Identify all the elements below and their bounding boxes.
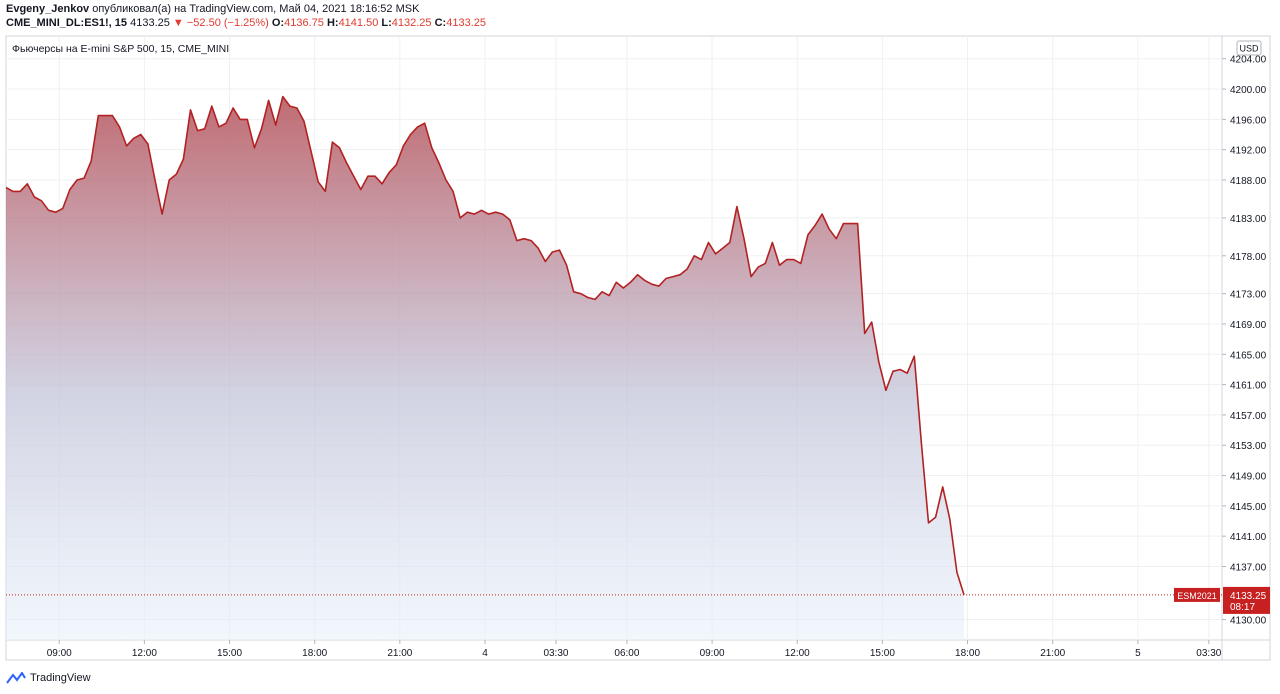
footer-brand[interactable]: TradingView	[6, 672, 91, 684]
symbol-legend: CME_MINI_DL:ES1!, 15 4133.25 ▼ −52.50 (−…	[6, 17, 486, 29]
y-tick-label: 4153.00	[1230, 441, 1267, 452]
publish-info: Evgeny_Jenkov опубликовал(а) на TradingV…	[6, 3, 419, 15]
y-tick-label: 4130.00	[1230, 616, 1267, 627]
x-tick-label: 03:30	[1196, 648, 1221, 659]
price-change: −52.50 (−1.25%)	[186, 17, 269, 29]
chart-title: Фьючерсы на E-mini S&P 500, 15, CME_MINI	[12, 43, 229, 55]
high-value: 4141.50	[338, 17, 379, 29]
price-badge-value: 4133.25	[1230, 591, 1267, 602]
x-tick-label: 21:00	[1040, 648, 1065, 659]
y-tick-label: 4196.00	[1230, 115, 1267, 126]
series-line[interactable]	[5, 95, 965, 596]
y-tick-label: 4157.00	[1230, 411, 1267, 422]
y-tick-label: 4141.00	[1230, 532, 1267, 543]
x-tick-label: 09:00	[700, 648, 725, 659]
y-tick-label: 4178.00	[1230, 252, 1267, 263]
contract-badge	[1174, 587, 1220, 602]
close-label: C:	[434, 17, 447, 29]
symbol-name: CME_MINI_DL:ES1!, 15	[6, 17, 128, 29]
y-tick-label: 4173.00	[1230, 290, 1267, 301]
close-value: 4133.25	[446, 17, 486, 29]
published-text: опубликовал(а) на TradingView.com, Май 0…	[92, 3, 420, 15]
x-tick-label: 5	[1135, 648, 1141, 659]
x-tick-label: 12:00	[785, 648, 810, 659]
y-tick-label: 4188.00	[1230, 176, 1267, 187]
x-tick-label: 03:30	[543, 648, 568, 659]
author-name[interactable]: Evgeny_Jenkov	[6, 3, 90, 15]
tradingview-logo-icon	[6, 672, 26, 684]
y-tick-label: 4183.00	[1230, 214, 1267, 225]
currency-badge-label: USD	[1239, 44, 1259, 54]
x-tick-label: 18:00	[302, 648, 327, 659]
y-tick-label: 4137.00	[1230, 562, 1267, 573]
change-down-icon: ▼	[172, 17, 184, 29]
y-tick-label: 4161.00	[1230, 381, 1267, 392]
x-tick-label: 15:00	[217, 648, 242, 659]
low-value: 4132.25	[391, 17, 432, 29]
footer-brand-label: TradingView	[30, 672, 91, 684]
x-tick-label: 06:00	[614, 648, 639, 659]
open-value: 4136.75	[284, 17, 324, 29]
x-tick-label: 15:00	[870, 648, 895, 659]
y-tick-label: 4169.00	[1230, 320, 1267, 331]
x-tick-label: 4	[482, 648, 488, 659]
contract-badge-label: ESM2021	[1177, 591, 1217, 601]
x-tick-label: 21:00	[387, 648, 412, 659]
y-tick-label: 4200.00	[1230, 85, 1267, 96]
y-tick-label: 4165.00	[1230, 350, 1267, 361]
low-label: L:	[381, 17, 392, 29]
y-tick-label: 4192.00	[1230, 146, 1267, 157]
y-tick-label: 4145.00	[1230, 502, 1267, 513]
x-tick-label: 12:00	[132, 648, 157, 659]
y-tick-label: 4204.00	[1230, 55, 1267, 66]
price-badge-countdown: 08:17	[1230, 602, 1255, 613]
y-tick-label: 4149.00	[1230, 472, 1267, 483]
price-badge	[1223, 586, 1270, 614]
x-tick-label: 18:00	[955, 648, 980, 659]
high-label: H:	[326, 17, 339, 29]
x-tick-label: 09:00	[47, 648, 72, 659]
last-price: 4133.25	[130, 17, 170, 29]
series-area	[6, 96, 964, 641]
open-label: O:	[271, 17, 285, 29]
currency-badge[interactable]	[1236, 40, 1262, 56]
